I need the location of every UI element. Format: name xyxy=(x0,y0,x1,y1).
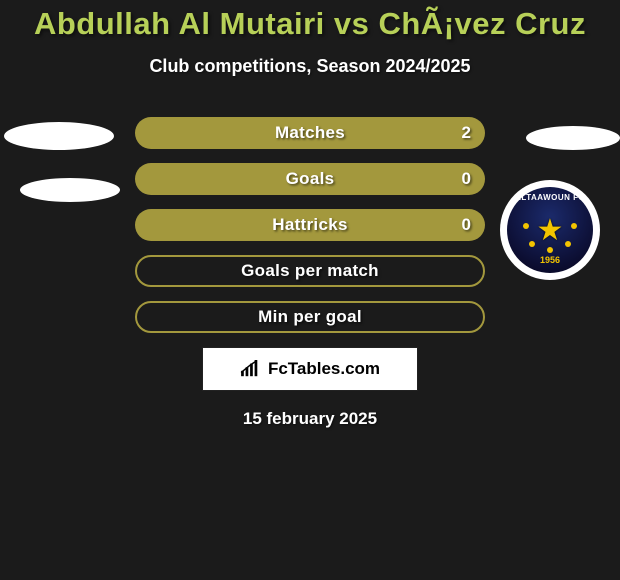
stat-bar-hattricks: Hattricks 0 xyxy=(135,209,485,241)
stat-bar-goals-per-match: Goals per match xyxy=(135,255,485,287)
player-right-club-badge: ALTAAWOUN FC ★ 1956 xyxy=(500,180,600,280)
stat-label: Matches xyxy=(275,123,345,143)
club-year-text: 1956 xyxy=(507,255,593,265)
bar-chart-icon xyxy=(240,360,262,378)
stat-label: Min per goal xyxy=(258,307,362,327)
h2h-card: Abdullah Al Mutairi vs ChÃ¡vez Cruz Club… xyxy=(0,0,620,580)
footer-date: 15 february 2025 xyxy=(0,409,620,429)
stat-bar-min-per-goal: Min per goal xyxy=(135,301,485,333)
stat-bar-matches: Matches 2 xyxy=(135,117,485,149)
stat-value: 0 xyxy=(462,215,471,235)
player-left-photo-placeholder xyxy=(4,122,114,150)
player-right-photo-placeholder xyxy=(526,126,620,150)
branding-plate[interactable]: FcTables.com xyxy=(202,347,418,391)
stat-label: Goals per match xyxy=(241,261,379,281)
player-left-club-placeholder xyxy=(20,178,120,202)
season-subtitle: Club competitions, Season 2024/2025 xyxy=(0,56,620,77)
branding-text: FcTables.com xyxy=(268,359,380,379)
page-title: Abdullah Al Mutairi vs ChÃ¡vez Cruz xyxy=(0,6,620,42)
stat-label: Goals xyxy=(286,169,335,189)
stat-bar-goals: Goals 0 xyxy=(135,163,485,195)
club-crest: ALTAAWOUN FC ★ 1956 xyxy=(507,187,593,273)
stat-value: 0 xyxy=(462,169,471,189)
stat-bars: Matches 2 Goals 0 Hattricks 0 Goals per … xyxy=(135,117,485,333)
stat-value: 2 xyxy=(462,123,471,143)
stat-label: Hattricks xyxy=(272,215,347,235)
